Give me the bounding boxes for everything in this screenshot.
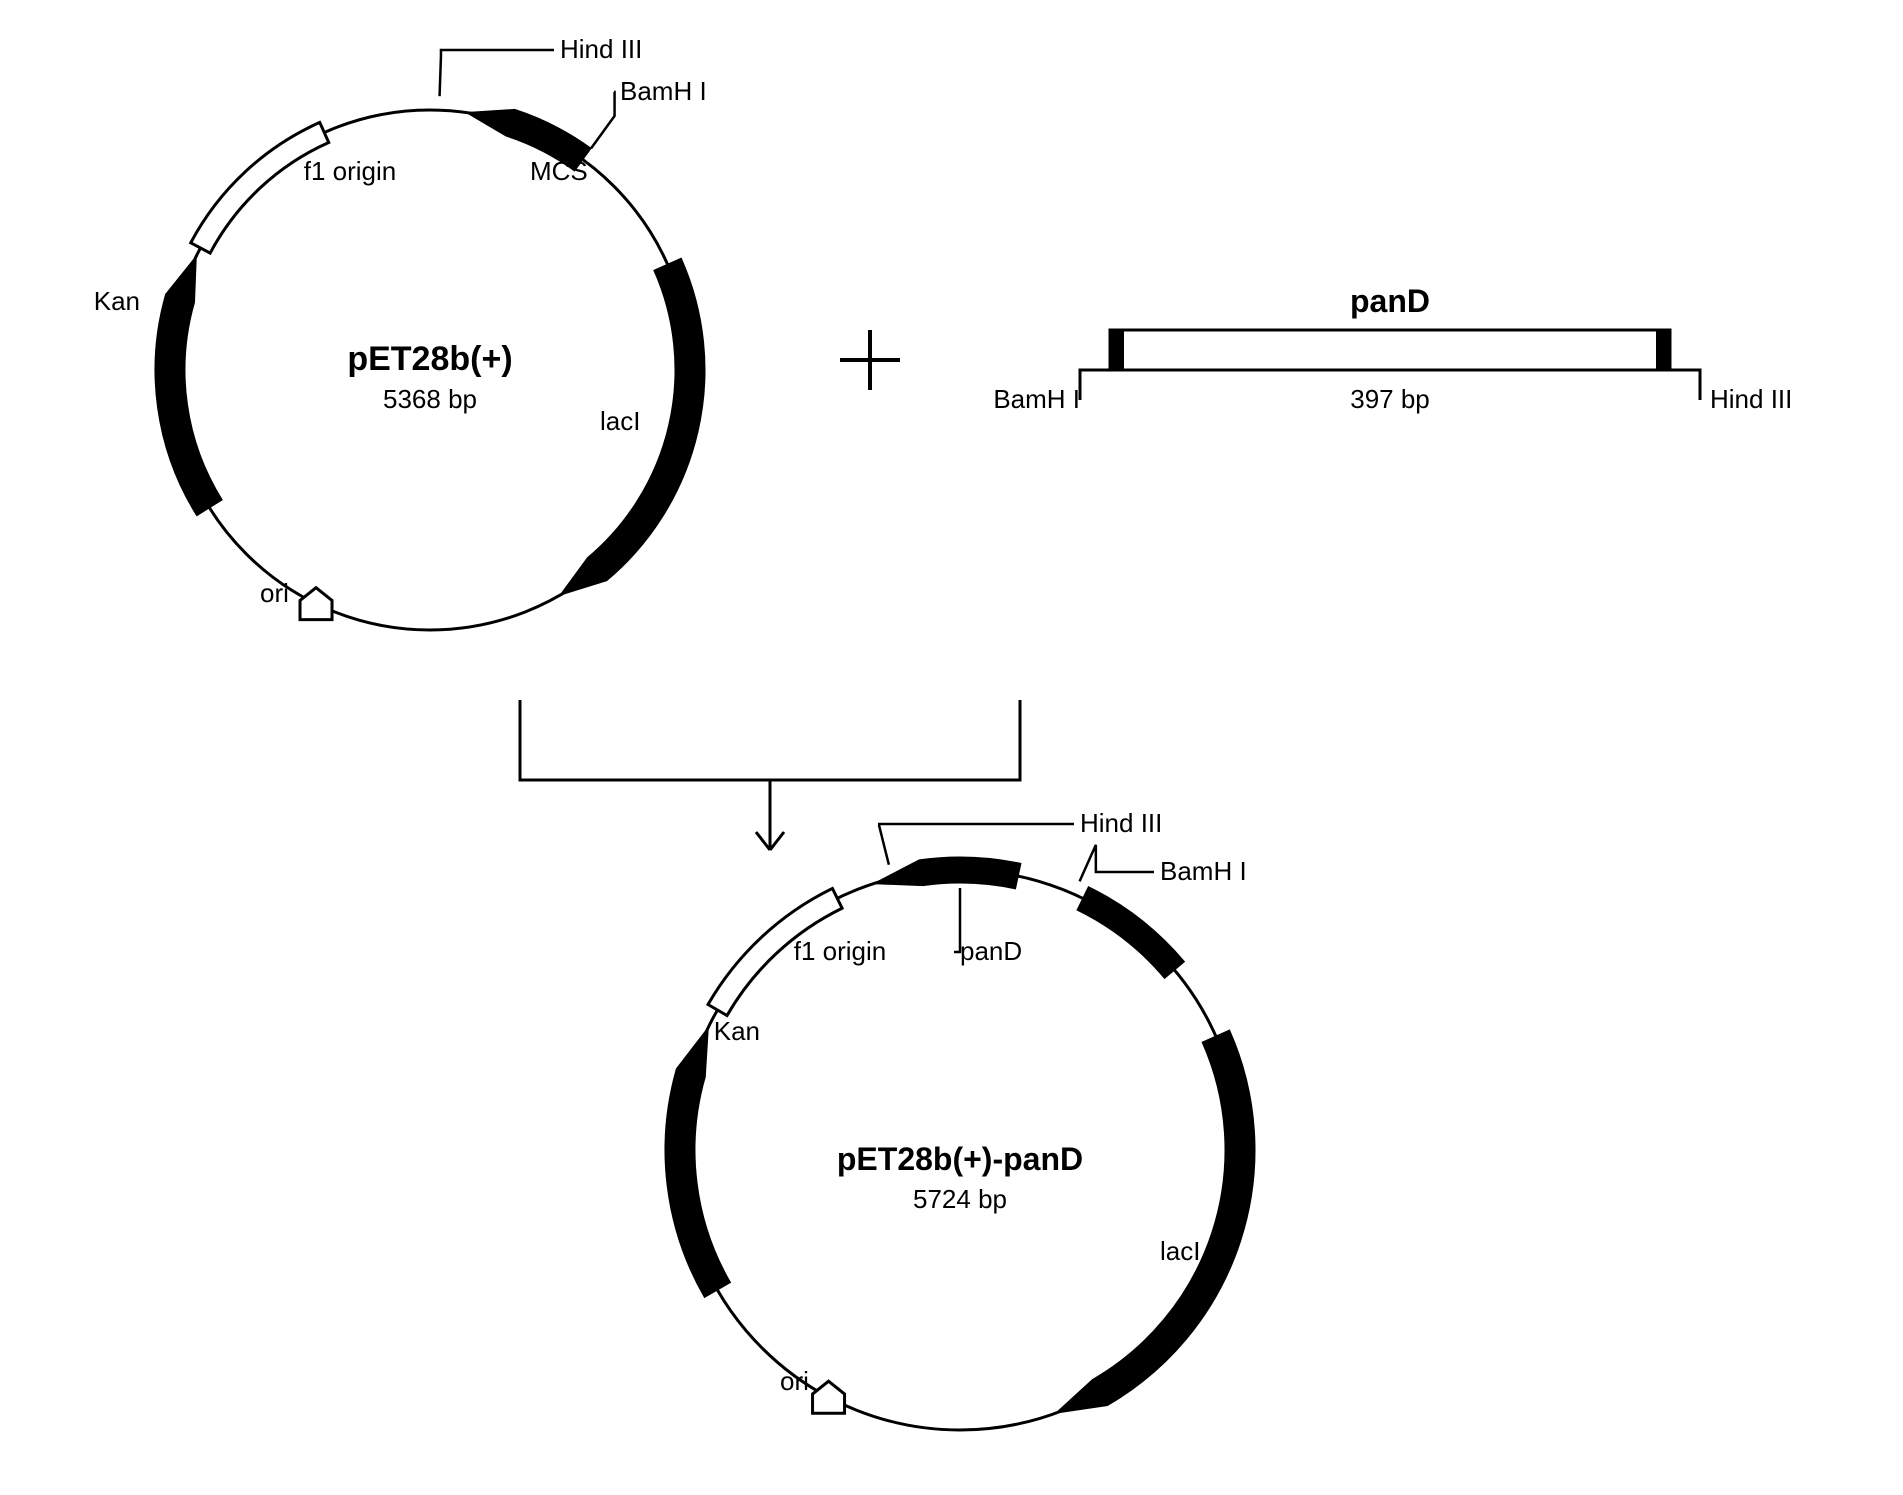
vector-plasmid: pET28b(+) 5368 bp f1 origin Kan ori lacI… — [94, 34, 707, 630]
label-hindIII: Hind III — [560, 34, 642, 64]
product-feature-lacI — [1056, 1030, 1255, 1413]
label-mcs: MCS — [530, 156, 588, 186]
site-bamHI: BamH I — [591, 76, 707, 148]
feature-ori — [300, 588, 332, 620]
insert-right-site: Hind III — [1710, 384, 1792, 414]
product-feature-panD — [873, 857, 1020, 889]
product-feature-kan — [665, 1027, 731, 1297]
product-label-f1-origin: f1 origin — [794, 936, 887, 966]
product-label-ori: ori — [780, 1366, 809, 1396]
insert-body — [1110, 330, 1670, 370]
feature-kan — [155, 256, 222, 516]
label-f1-origin: f1 origin — [304, 156, 397, 186]
site-hindIII: Hind III — [440, 34, 643, 96]
insert-name: panD — [1350, 283, 1430, 319]
product-feature-short — [1077, 887, 1184, 979]
product-feature-ori — [813, 1381, 845, 1413]
insert-left-site: BamH I — [993, 384, 1080, 414]
plus-icon — [840, 330, 900, 390]
label-bamHI: BamH I — [620, 76, 707, 106]
product-label-lacI: lacI — [1160, 1236, 1200, 1266]
vector-size: 5368 bp — [383, 384, 477, 414]
product-size: 5724 bp — [913, 1184, 1007, 1214]
product-site-bamHI: BamH I — [1080, 845, 1247, 886]
vector-name: pET28b(+) — [347, 340, 512, 378]
product-site-hindIII: Hind III — [879, 808, 1162, 865]
label-kan: Kan — [94, 286, 140, 316]
label-lacI: lacI — [600, 406, 640, 436]
insert-cap-left — [1110, 330, 1124, 370]
product-panD-leader: panD — [954, 888, 1022, 966]
plasmid-diagram: pET28b(+) 5368 bp f1 origin Kan ori lacI… — [0, 0, 1903, 1495]
insert-size: 397 bp — [1350, 384, 1430, 414]
product-label-hindIII: Hind III — [1080, 808, 1162, 838]
product-label-kan: Kan — [714, 1016, 760, 1046]
product-name: pET28b(+)-panD — [837, 1141, 1083, 1177]
product-plasmid: pET28b(+)-panD 5724 bp f1 origin panD la… — [665, 808, 1255, 1430]
combine-arrow-icon — [520, 700, 1020, 850]
product-label-panD: panD — [960, 936, 1022, 966]
feature-f1-origin — [191, 122, 329, 253]
insert-fragment: panD BamH I Hind III 397 bp — [993, 283, 1792, 414]
insert-cap-right — [1656, 330, 1670, 370]
label-ori: ori — [260, 578, 289, 608]
product-label-bamHI: BamH I — [1160, 856, 1247, 886]
